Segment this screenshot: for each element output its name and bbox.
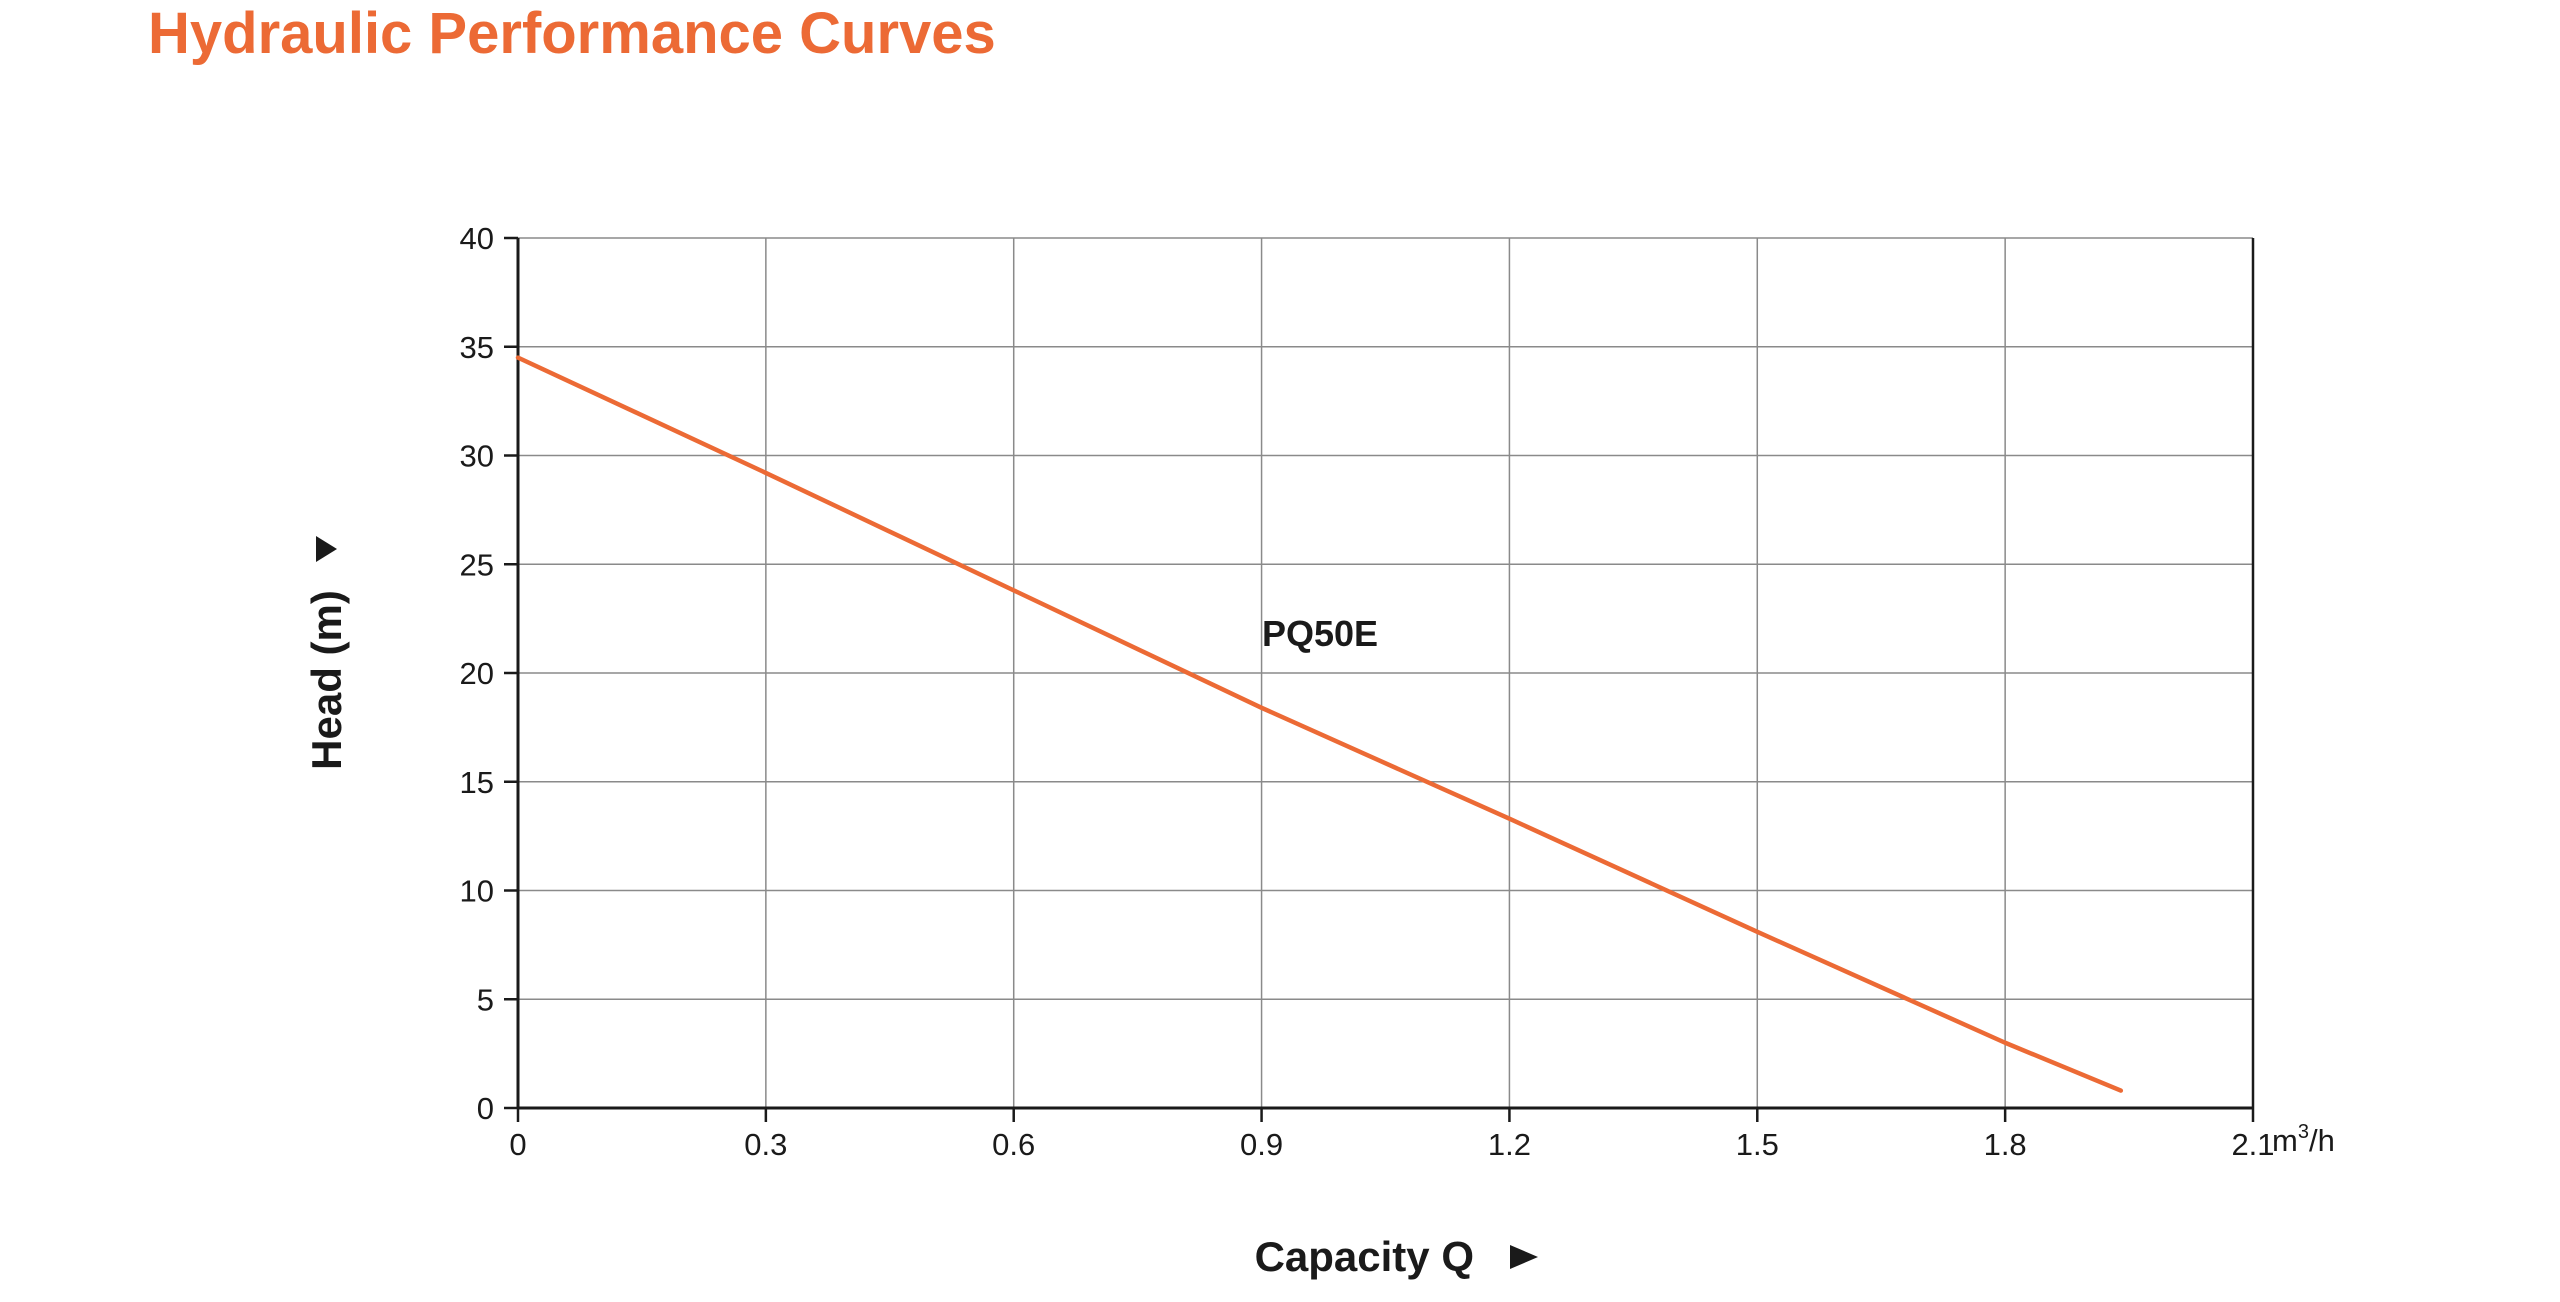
- series-label-pq50e: PQ50E: [1262, 613, 1378, 654]
- y-tick-label: 35: [460, 330, 494, 365]
- page-title: Hydraulic Performance Curves: [148, 1, 996, 66]
- y-axis-label: Head (m): [303, 590, 350, 770]
- x-unit-suffix: /h: [2309, 1123, 2335, 1158]
- x-unit-superscript: 3: [2298, 1121, 2309, 1143]
- x-axis-unit: m3/h: [2272, 1121, 2335, 1158]
- y-tick-label: 20: [460, 656, 494, 691]
- y-tick-label: 25: [460, 547, 494, 582]
- y-tick-label: 40: [460, 221, 494, 256]
- y-tick-label: 10: [460, 874, 494, 909]
- x-unit-base: m: [2272, 1123, 2298, 1158]
- y-tick-label: 5: [477, 982, 494, 1017]
- series-line-pq50e: [515, 355, 2124, 1093]
- x-tick-label: 0.3: [744, 1127, 787, 1162]
- x-axis-arrow-icon: [1510, 1245, 1538, 1269]
- y-tick-label: 0: [477, 1091, 494, 1126]
- y-tick-label: 15: [460, 765, 494, 800]
- x-tick-label: 1.2: [1488, 1127, 1531, 1162]
- y-axis-arrow-icon: [316, 536, 337, 562]
- y-tick-label: 30: [460, 439, 494, 474]
- axes: [504, 236, 2255, 1122]
- x-axis-label: Capacity Q: [1255, 1233, 1474, 1280]
- x-tick-label: 0: [509, 1127, 526, 1162]
- series: [515, 355, 2124, 1093]
- x-tick-label: 1.8: [1984, 1127, 2027, 1162]
- tick-labels: 0 5 10 15 20 25 30 35 40 0 0.3 0.6 0.9 1.2 1.5 1.8 2.1: [460, 221, 2275, 1162]
- x-tick-label: 1.5: [1736, 1127, 1779, 1162]
- x-tick-label: 0.6: [992, 1127, 1035, 1162]
- x-tick-label: 2.1: [2231, 1127, 2274, 1162]
- x-tick-label: 0.9: [1240, 1127, 1283, 1162]
- grid-lines: [518, 237, 2254, 1108]
